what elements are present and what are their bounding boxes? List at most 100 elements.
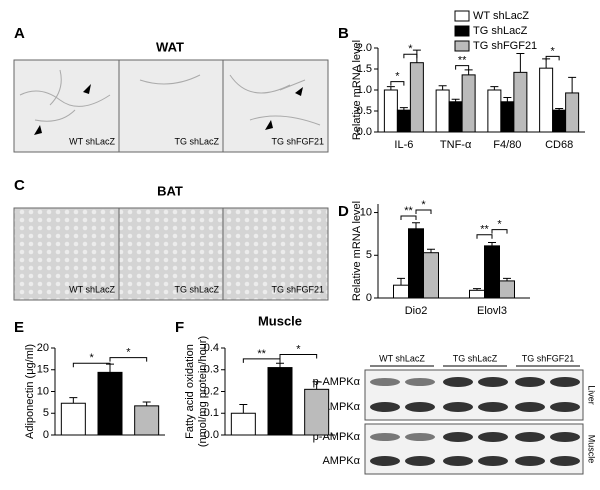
significance-bracket xyxy=(400,215,417,220)
y-tick-label: 20 xyxy=(37,342,49,354)
panel-label: E xyxy=(14,319,24,336)
significance-label: ** xyxy=(404,205,413,217)
y-tick-label: 10 xyxy=(37,385,49,397)
legend-swatch xyxy=(454,25,470,37)
significance-bracket xyxy=(109,357,148,362)
blot-tissue: Muscle xyxy=(587,435,597,464)
error-bar xyxy=(142,401,151,406)
bar xyxy=(408,228,424,299)
y-tick-label: 5 xyxy=(366,249,372,261)
y-tick-label: 2.0 xyxy=(357,42,372,54)
bar xyxy=(539,67,554,133)
panel-label: A xyxy=(14,25,25,42)
bar xyxy=(393,284,409,299)
significance-label: ** xyxy=(458,55,467,67)
bar xyxy=(484,245,500,299)
y-tick-label: 0.1 xyxy=(204,407,219,419)
error-bar xyxy=(276,362,284,368)
significance-bracket xyxy=(455,65,470,70)
panel-label: F xyxy=(175,319,184,336)
bar xyxy=(448,101,463,133)
x-tick-label: Dio2 xyxy=(405,305,428,317)
y-tick-label: 15 xyxy=(37,364,49,376)
error-bar xyxy=(488,241,496,246)
error-bar xyxy=(312,381,321,390)
significance-label: * xyxy=(90,352,95,364)
error-bar xyxy=(397,277,405,286)
significance-bracket xyxy=(545,55,560,61)
image-label: WT shLacZ xyxy=(69,136,115,146)
bar xyxy=(267,367,293,436)
error-bar xyxy=(490,86,499,90)
y-tick-label: 0 xyxy=(366,292,372,304)
error-bar xyxy=(555,107,564,111)
bar xyxy=(396,109,411,133)
x-tick-label: TNF-α xyxy=(440,139,472,151)
legend-swatch xyxy=(454,10,470,22)
bar xyxy=(500,101,515,133)
bar xyxy=(513,71,528,133)
significance-label: * xyxy=(126,346,131,358)
error-bar xyxy=(427,248,435,253)
error-bar xyxy=(473,288,481,291)
bar xyxy=(435,89,450,133)
western-blot: WT shLacZ TG shLacZ TG shFGF21 p-AMPKα A… xyxy=(313,353,597,475)
y-tick-label: 0.3 xyxy=(204,364,219,376)
bar xyxy=(60,402,86,436)
bar xyxy=(134,405,160,436)
image-label: TG shFGF21 xyxy=(271,136,324,146)
error-bar xyxy=(516,52,525,73)
x-tick-label: IL-6 xyxy=(394,139,413,151)
error-bar xyxy=(568,76,577,93)
wat-images: WT shLacZ TG shLacZ TG shFGF21 xyxy=(13,59,329,153)
y-tick-label: 0 xyxy=(43,429,49,441)
bar xyxy=(409,62,424,133)
legend-label: TG shLacZ xyxy=(473,25,528,37)
image-label: TG shFGF21 xyxy=(271,284,324,294)
significance-label: ** xyxy=(257,348,266,360)
blot-row: AMPKα xyxy=(322,401,360,413)
blot-row: AMPKα xyxy=(322,455,360,467)
y-tick-label: 1.0 xyxy=(357,84,372,96)
y-tick-label: 5 xyxy=(43,407,49,419)
significance-label: ** xyxy=(480,224,489,236)
error-bar xyxy=(438,85,447,90)
bar xyxy=(383,89,398,133)
significance-label: * xyxy=(421,199,426,211)
significance-bracket xyxy=(415,209,432,214)
y-tick-label: 0.2 xyxy=(204,385,219,397)
legend-label: TG shFGF21 xyxy=(473,40,537,52)
blot-column: TG shLacZ xyxy=(453,353,498,363)
significance-bracket xyxy=(72,362,111,368)
bar xyxy=(469,289,485,299)
blot-tissue: Liver xyxy=(587,385,597,405)
chart-title: Muscle xyxy=(258,313,302,328)
bar xyxy=(552,109,567,133)
bat-images: WT shLacZ TG shLacZ TG shFGF21 xyxy=(13,207,329,301)
error-bar xyxy=(412,222,420,229)
y-axis-label: Fatty acid oxidation xyxy=(184,344,196,439)
y-axis-label: Adiponectin (μg/ml) xyxy=(24,344,36,439)
panel-label: B xyxy=(338,25,349,42)
image-label: WT shLacZ xyxy=(69,284,115,294)
bar xyxy=(565,92,580,133)
error-bar xyxy=(464,69,473,75)
bar xyxy=(461,74,476,133)
significance-label: * xyxy=(296,343,301,355)
bar xyxy=(304,388,330,436)
y-tick-label: 1.5 xyxy=(357,63,372,75)
y-tick-label: 10 xyxy=(360,206,372,218)
image-label: TG shLacZ xyxy=(174,284,219,294)
blot-column: TG shFGF21 xyxy=(522,353,575,363)
bat-title: BAT xyxy=(157,183,183,198)
bar xyxy=(230,412,256,436)
wat-title: WAT xyxy=(156,39,184,54)
panel-label: C xyxy=(14,177,25,194)
bar xyxy=(487,89,502,133)
bar xyxy=(499,280,515,299)
y-axis-label: Relative mRNA level xyxy=(351,201,363,301)
x-tick-label: F4/80 xyxy=(493,139,521,151)
y-tick-label: 0.0 xyxy=(357,126,372,138)
blot-column: WT shLacZ xyxy=(379,353,425,363)
